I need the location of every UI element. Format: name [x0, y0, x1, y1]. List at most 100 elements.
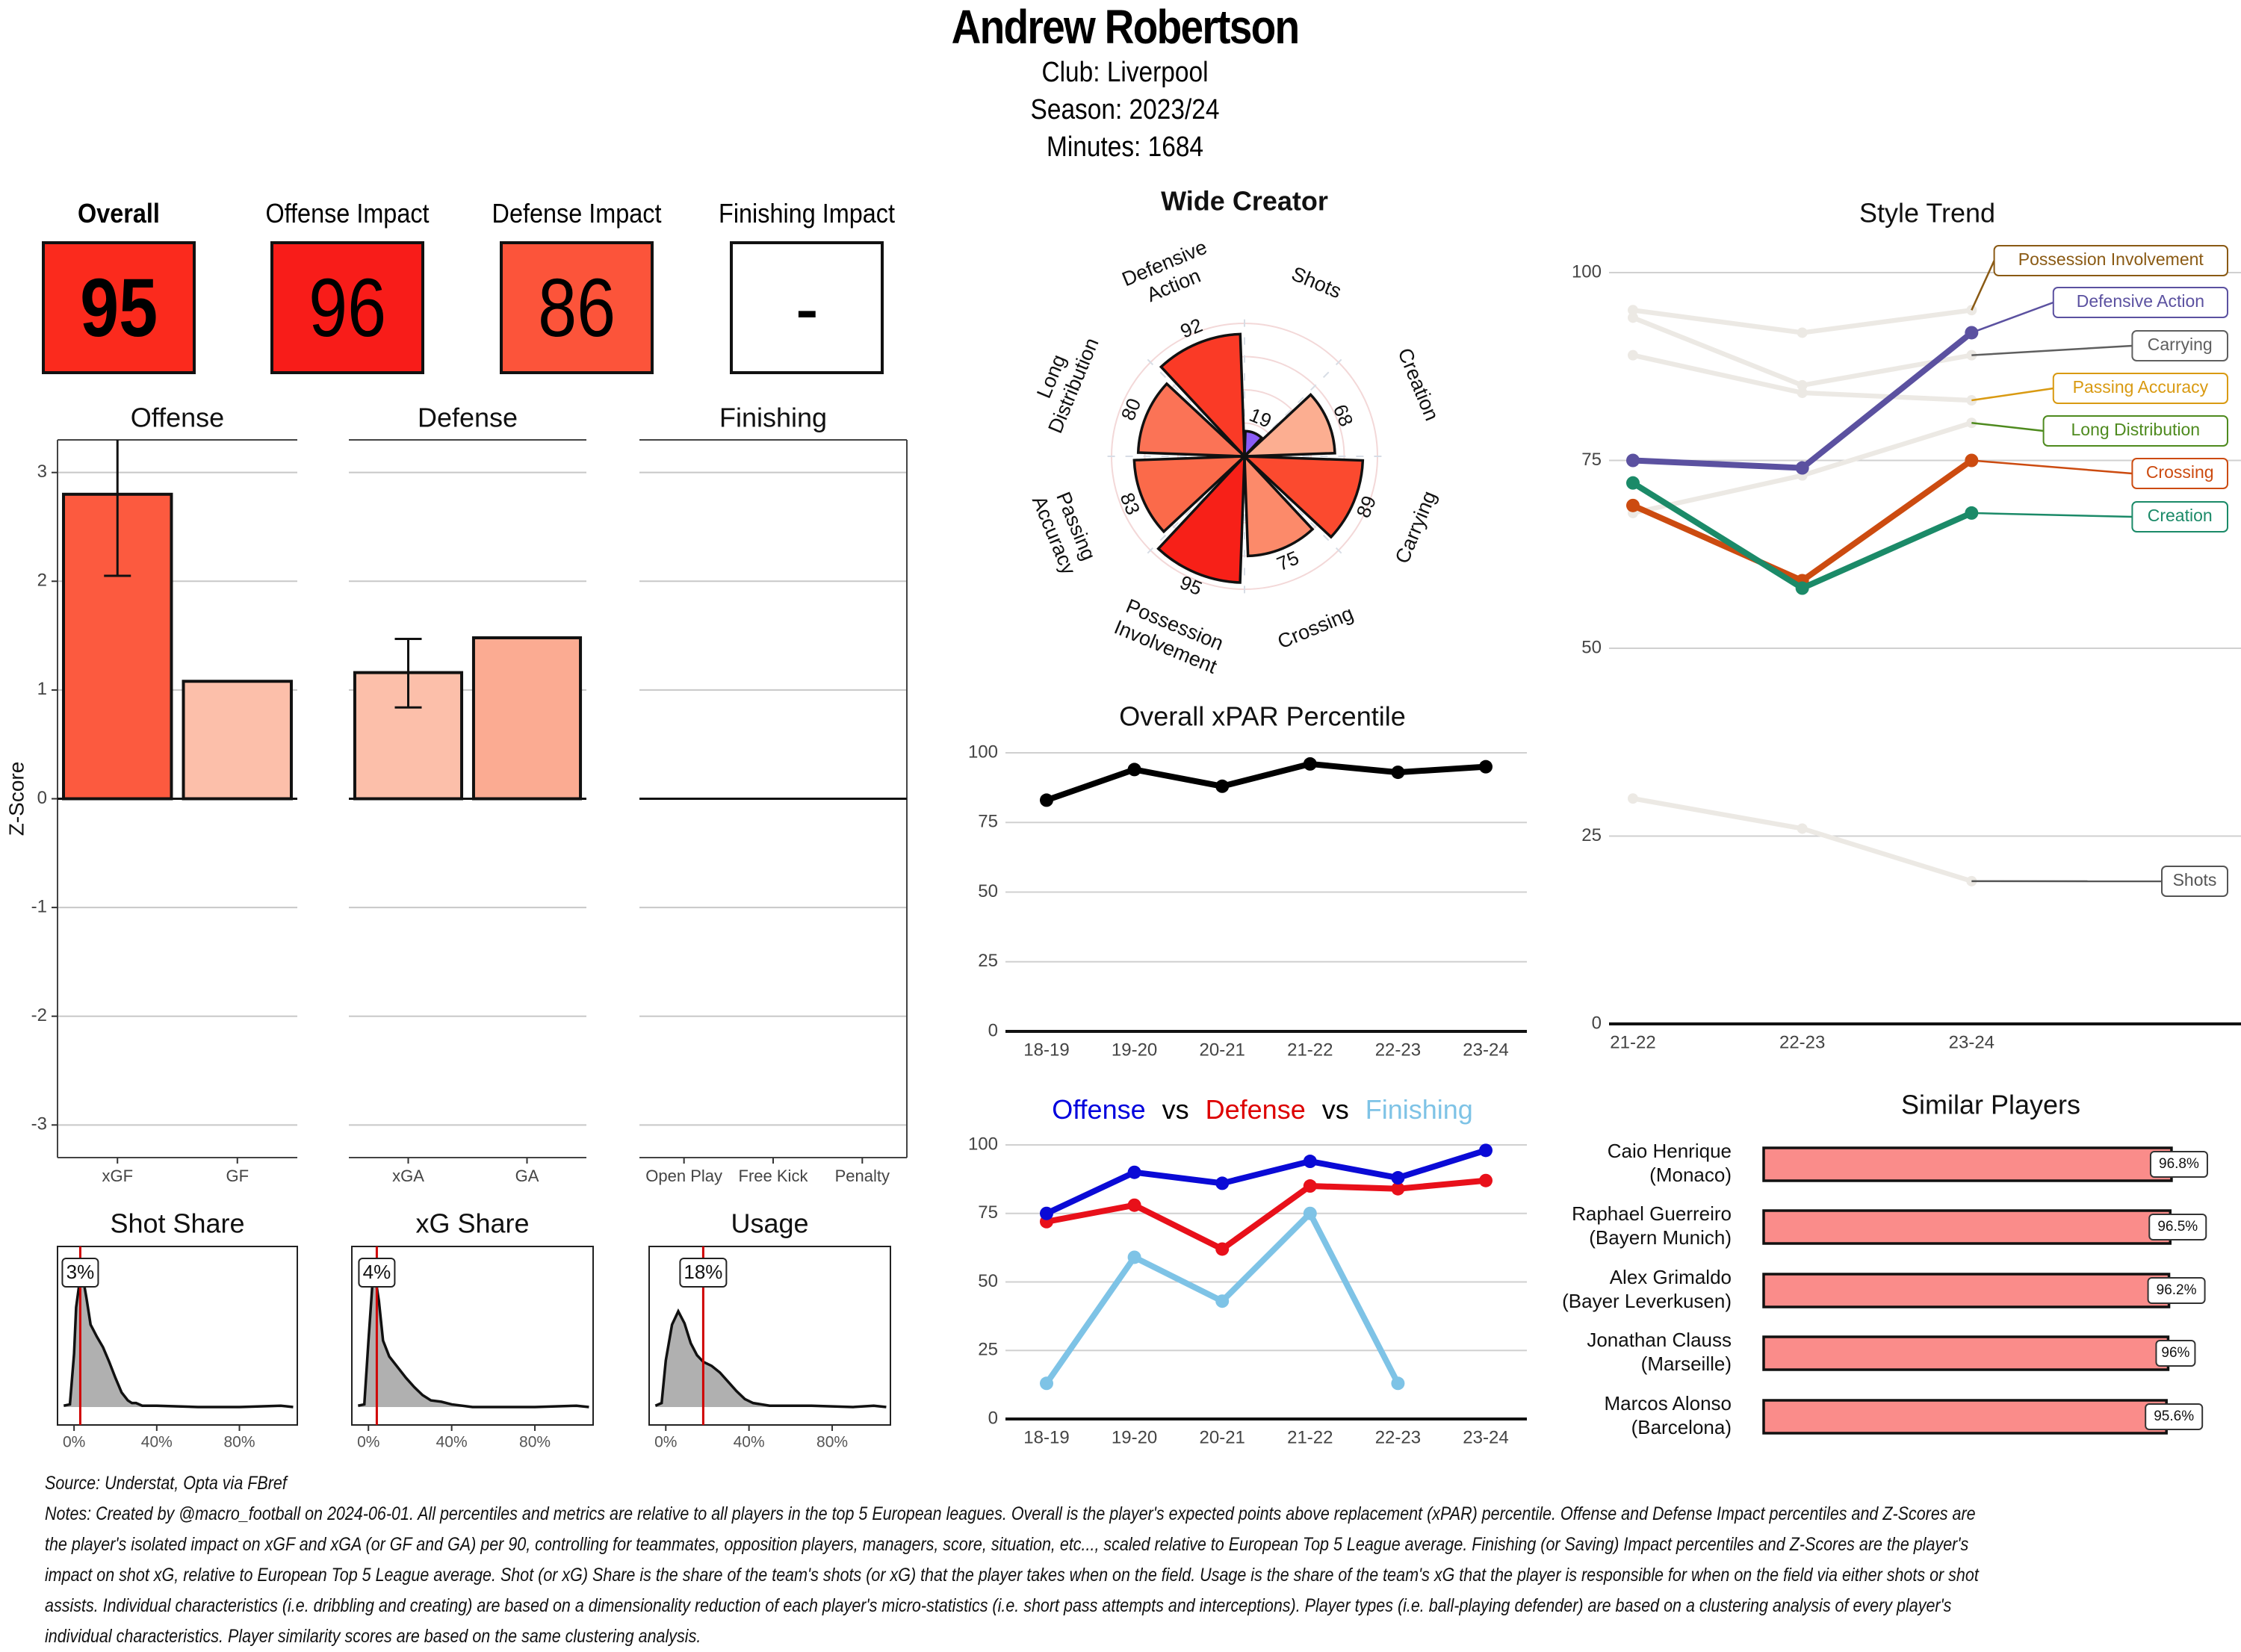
x-tick-label: 80%: [816, 1434, 848, 1451]
similar-player-name: Marcos Alonso: [1604, 1392, 1732, 1415]
title-part: vs: [1162, 1094, 1189, 1125]
y-tick-label: 25: [978, 951, 998, 971]
x-tick-label: 40%: [734, 1434, 765, 1451]
data-point: [1304, 1155, 1317, 1168]
panel-title: Offense: [131, 403, 224, 433]
x-tick-label: 22-23: [1375, 1427, 1421, 1447]
title-part: Offense: [1052, 1094, 1145, 1125]
title-part: Finishing: [1366, 1094, 1473, 1125]
similarity-bar: [1764, 1337, 2168, 1370]
data-point: [1626, 476, 1640, 490]
marker-label: 18%: [684, 1261, 722, 1283]
similarity-label: 96.5%: [2157, 1219, 2198, 1235]
x-tick-label: 19-20: [1112, 1040, 1157, 1060]
notes-line: impact on shot xG, relative to European …: [45, 1560, 2229, 1591]
x-tick-label: 23-24: [1949, 1032, 1994, 1052]
x-tick-label: 18-19: [1023, 1427, 1069, 1447]
y-tick-label: 0: [1592, 1013, 1602, 1033]
data-point: [1391, 766, 1404, 779]
similar-player-name: Raphael Guerreiro: [1572, 1202, 1732, 1225]
x-tick-label: 19-20: [1112, 1427, 1157, 1447]
bar-ga: [474, 638, 580, 798]
similar-player-name: Caio Henrique: [1608, 1140, 1732, 1162]
data-point: [1128, 763, 1141, 776]
y-tick-label: 50: [978, 881, 998, 901]
data-point: [1479, 1174, 1493, 1187]
notes-line: assists. Individual characteristics (i.e…: [45, 1591, 2229, 1621]
data-point: [1128, 1199, 1141, 1212]
y-tick-label: 100: [968, 742, 998, 762]
similar-player-row: Jonathan Clauss(Marseille)96%: [1587, 1329, 2195, 1375]
data-point: [1628, 350, 1638, 361]
data-point: [1304, 1179, 1317, 1193]
y-tick-label: -3: [31, 1114, 47, 1134]
radar-category-label: Carrying: [1391, 488, 1441, 567]
source-text: Source: Understat, Opta via FBref: [45, 1468, 2229, 1499]
data-point: [1040, 1376, 1053, 1390]
x-tick-label: 20-21: [1200, 1040, 1245, 1060]
x-tick-label: 40%: [436, 1434, 468, 1451]
similar-player-club: (Bayer Leverkusen): [1562, 1290, 1732, 1312]
label-leader-line: [1971, 461, 2132, 474]
x-tick-label: 23-24: [1463, 1040, 1508, 1060]
x-tick-label: 0%: [654, 1434, 677, 1451]
y-tick-label: 50: [1581, 637, 1602, 657]
series-label: Shots: [2173, 870, 2217, 889]
series-line: [1047, 764, 1486, 800]
data-point: [1626, 499, 1640, 512]
series-label: Carrying: [2148, 335, 2213, 354]
data-point: [1215, 1294, 1229, 1308]
notes-line: individual characteristics. Player simil…: [45, 1621, 2229, 1652]
x-tick-label: 0%: [357, 1434, 379, 1451]
y-tick-label: 1: [37, 679, 47, 699]
marker-label: 3%: [66, 1261, 95, 1283]
data-point: [1391, 1171, 1404, 1184]
data-point: [1304, 1207, 1317, 1220]
x-tick-label: GF: [226, 1167, 249, 1185]
data-point: [1040, 793, 1053, 807]
panel-title: Defense: [418, 403, 518, 433]
x-tick-label: 23-24: [1463, 1427, 1508, 1447]
series-label: Possession Involvement: [2018, 249, 2204, 269]
data-point: [1628, 793, 1638, 804]
label-leader-line: [1971, 388, 2053, 400]
y-axis-label: Z-Score: [4, 762, 28, 836]
density-title: Shot Share: [110, 1208, 244, 1239]
x-tick-label: Free Kick: [739, 1167, 809, 1185]
label-leader-line: [1971, 302, 2053, 332]
similarity-bar: [1764, 1211, 2170, 1243]
radar-title: Wide Creator: [1161, 186, 1328, 217]
label-leader-line: [1971, 513, 2132, 517]
y-tick-label: 0: [988, 1020, 998, 1040]
data-point: [1215, 1176, 1229, 1190]
series-label: Long Distribution: [2071, 420, 2200, 439]
x-tick-label: 21-22: [1610, 1032, 1655, 1052]
y-tick-label: 100: [968, 1134, 998, 1154]
x-tick-label: 80%: [519, 1434, 551, 1451]
similar-player-club: (Bayern Munich): [1589, 1226, 1732, 1249]
series-label: Defensive Action: [2077, 291, 2204, 311]
data-point: [1040, 1207, 1053, 1220]
data-point: [1797, 388, 1808, 398]
series-label: Crossing: [2146, 462, 2214, 482]
notes-line: Notes: Created by @macro_football on 202…: [45, 1499, 2229, 1530]
data-point: [1391, 1376, 1404, 1390]
x-tick-label: xGF: [102, 1167, 133, 1185]
label-leader-line: [1971, 423, 2043, 431]
y-tick-label: 0: [37, 788, 47, 808]
x-tick-label: 21-22: [1287, 1040, 1333, 1060]
data-point: [1479, 760, 1493, 774]
data-point: [1628, 312, 1638, 323]
similarity-label: 96%: [2161, 1345, 2189, 1361]
series-passing-accuracy: [1628, 350, 1977, 406]
series-overall-xpar: [1040, 757, 1493, 807]
chart-title: Overall xPAR Percentile: [1119, 701, 1405, 732]
x-tick-label: 22-23: [1779, 1032, 1825, 1052]
x-tick-label: 20-21: [1200, 1427, 1245, 1447]
data-point: [1215, 1242, 1229, 1255]
